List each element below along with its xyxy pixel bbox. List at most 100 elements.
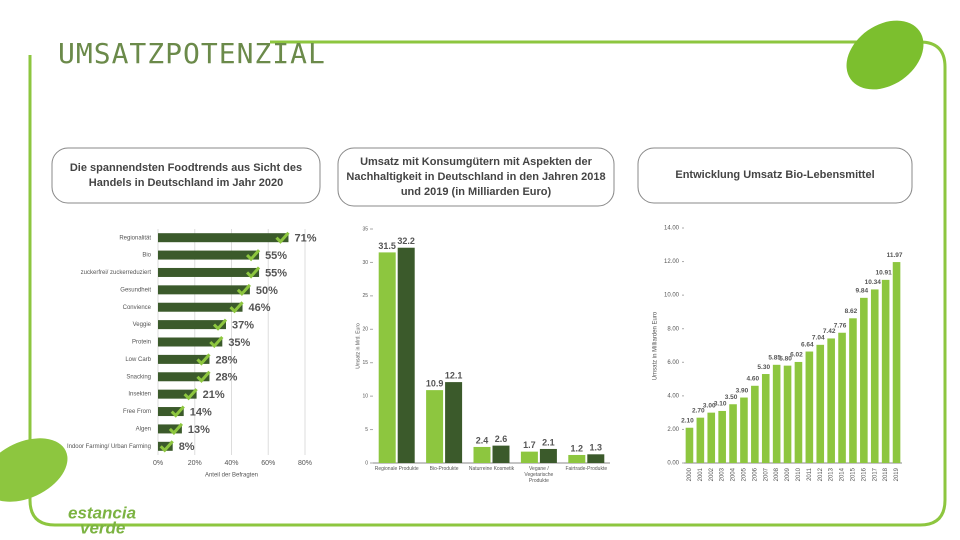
category-label-box: Regionale Produkte xyxy=(374,466,419,472)
bar xyxy=(492,445,510,463)
category-label: zuckerfrei/ zuckerreduziert xyxy=(81,270,152,276)
logo: estancia xyxy=(68,503,136,522)
bar xyxy=(158,372,210,382)
y-tick-label: 5 xyxy=(365,427,368,433)
value-label: 10.9 xyxy=(426,379,444,389)
bar xyxy=(397,247,415,463)
x-tick-label: 2008 xyxy=(774,467,780,481)
category-label: Algen xyxy=(136,427,151,433)
bar xyxy=(805,351,814,463)
bar xyxy=(473,446,491,463)
x-tick-label: 2014 xyxy=(840,467,846,481)
x-tick-label: 2010 xyxy=(796,467,802,481)
check-icon xyxy=(209,336,224,349)
check-icon xyxy=(236,283,251,297)
x-tick-label: 2000 xyxy=(687,467,693,481)
bar xyxy=(158,354,210,364)
x-tick-label: 2006 xyxy=(752,467,758,481)
category-label-box: Vegane / Vegetarische Produkte xyxy=(524,466,554,484)
bar xyxy=(158,285,250,295)
bar xyxy=(783,365,792,463)
category-label: Veggie xyxy=(133,322,152,328)
y-tick-label: 20 xyxy=(362,327,368,333)
value-label: 3.00 xyxy=(703,402,716,409)
bar xyxy=(158,389,197,399)
value-label: 7.04 xyxy=(812,335,825,342)
x-axis-label: Anteil der Befragten xyxy=(205,473,258,479)
value-label: 2.10 xyxy=(681,417,694,424)
value-label: 1.3 xyxy=(590,443,603,453)
value-label: 1.7 xyxy=(523,440,536,450)
value-label: 5.85 xyxy=(768,355,781,362)
bar xyxy=(378,252,396,463)
check-icon xyxy=(246,249,261,262)
category-label: Gesundheit xyxy=(120,287,151,293)
x-tick-label: 2004 xyxy=(731,467,737,481)
x-tick-label: 2016 xyxy=(861,467,867,481)
category-label-box: Naturreine Kosmetik xyxy=(469,466,514,472)
category-label: Regionale Produkte xyxy=(374,466,419,472)
bar xyxy=(860,297,868,463)
y-tick-label: 10.00 xyxy=(664,293,680,299)
bar xyxy=(158,441,173,451)
value-label: 55% xyxy=(265,250,287,262)
bar xyxy=(707,412,716,463)
logo: verde xyxy=(80,518,125,537)
chart-title-box: Umsatz mit Konsumgütern mit Aspekten der… xyxy=(346,156,605,198)
y-axis-label: Umsatz in Mrd. Euro xyxy=(355,323,361,369)
bar xyxy=(587,454,605,463)
category-label: Bio-Produkte xyxy=(429,466,459,472)
bar xyxy=(158,250,260,260)
bar xyxy=(816,344,825,463)
y-tick-label: 0.00 xyxy=(667,461,679,467)
y-tick-label: 30 xyxy=(362,260,368,266)
bar xyxy=(772,364,781,463)
value-label: 5.80 xyxy=(779,355,792,362)
y-tick-label: 35 xyxy=(362,226,368,232)
x-tick-label: 2005 xyxy=(742,467,748,481)
value-label: 28% xyxy=(215,354,237,366)
value-label: 71% xyxy=(294,233,316,245)
bar xyxy=(729,404,737,463)
x-tick-label: 2019 xyxy=(894,467,900,481)
y-tick-label: 12.00 xyxy=(664,259,680,265)
check-icon xyxy=(183,388,198,401)
category-label: Bio xyxy=(142,253,151,259)
title-box xyxy=(51,147,321,204)
bar xyxy=(158,407,184,417)
chart-title: Die spannendsten Foodtrends aus Sicht de… xyxy=(69,161,303,189)
x-tick-label: 2015 xyxy=(851,467,857,481)
value-label: 55% xyxy=(265,267,287,279)
y-tick-label: 2.00 xyxy=(667,427,679,433)
y-tick-label: 25 xyxy=(362,293,368,299)
bar xyxy=(870,289,879,463)
value-label: 2.70 xyxy=(692,407,705,414)
x-tick-label: 40% xyxy=(224,460,238,467)
value-label: 46% xyxy=(249,302,271,314)
x-tick-label: 60% xyxy=(261,460,275,467)
value-label: 6.02 xyxy=(790,352,803,359)
check-icon xyxy=(168,422,184,436)
chart-title: Entwicklung Umsatz Bio-Lebensmittel xyxy=(675,169,875,181)
check-icon xyxy=(196,370,211,383)
category-label: Vegane / Vegetarische Produkte xyxy=(524,466,554,484)
bar xyxy=(539,448,557,463)
y-tick-label: 10 xyxy=(362,393,368,399)
category-label: Indoor Farming/ Urban Farming xyxy=(67,444,151,450)
value-label: 11.97 xyxy=(887,252,903,259)
bar xyxy=(158,302,243,312)
x-tick-label: 20% xyxy=(188,460,202,467)
value-label: 32.2 xyxy=(397,236,415,246)
bar xyxy=(718,410,726,463)
x-tick-label: 80% xyxy=(298,460,312,467)
x-tick-label: 2017 xyxy=(872,467,878,481)
x-tick-label: 2009 xyxy=(785,467,791,481)
value-label: 9.84 xyxy=(856,288,869,295)
bar xyxy=(568,454,586,463)
value-label: 35% xyxy=(228,337,250,349)
value-label: 31.5 xyxy=(378,241,396,251)
check-icon xyxy=(159,440,174,453)
category-label-box: Fairtrade-Produkte xyxy=(565,466,607,472)
y-tick-label: 15 xyxy=(362,360,368,366)
